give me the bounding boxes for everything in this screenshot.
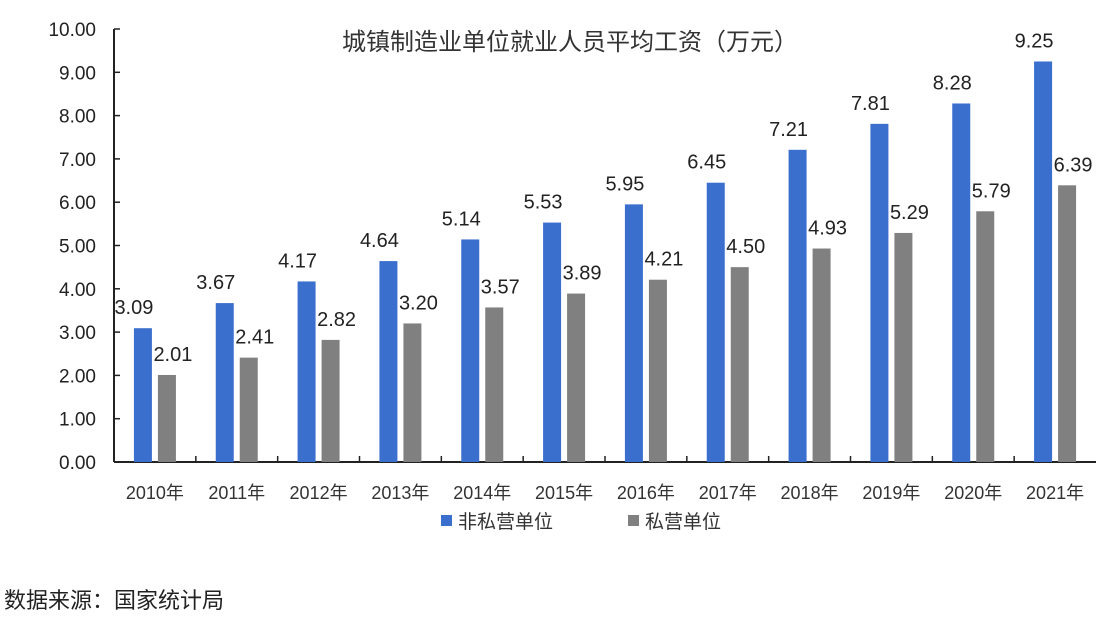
data-label: 2.01 <box>153 344 192 366</box>
x-tick-label: 2020年 <box>944 483 1002 503</box>
bar-private <box>157 374 176 462</box>
x-tick-label: 2014年 <box>453 483 511 503</box>
y-tick-label: 5.00 <box>59 237 96 258</box>
data-labels: 3.09 2.01 3.67 2.41 4.17 2.82 4.64 3.20 5.14 3.57… <box>114 30 1092 365</box>
data-label: 5.14 <box>442 208 481 230</box>
x-tick-label: 2013年 <box>371 483 429 503</box>
bar-non-private <box>788 149 807 462</box>
bar-non-private <box>379 261 398 462</box>
bar-non-private <box>297 281 316 462</box>
bar-private <box>648 279 667 462</box>
x-tick-label: 2012年 <box>290 483 348 503</box>
x-tick-label: 2016年 <box>617 483 675 503</box>
data-label: 2.82 <box>317 309 356 331</box>
bar-private <box>894 232 913 462</box>
bars <box>133 61 1077 463</box>
data-label: 6.39 <box>1054 154 1093 176</box>
data-label: 5.53 <box>524 192 563 214</box>
y-tick-label: 7.00 <box>59 150 96 171</box>
x-tick-label: 2015年 <box>535 483 593 503</box>
data-label: 3.20 <box>399 292 438 314</box>
data-label: 9.25 <box>1015 30 1054 52</box>
data-label: 7.81 <box>851 93 890 115</box>
y-tick-label: 3.00 <box>59 323 96 344</box>
x-tick-label: 2017年 <box>699 483 757 503</box>
y-tick-label: 1.00 <box>59 410 96 431</box>
bar-non-private <box>133 328 152 462</box>
data-label: 4.21 <box>644 249 683 271</box>
y-tick-label: 2.00 <box>59 366 96 387</box>
bar-private <box>1058 185 1077 463</box>
bar-private <box>321 339 340 462</box>
bar-non-private <box>952 103 971 462</box>
bar-non-private <box>543 222 562 462</box>
data-label: 3.57 <box>481 276 520 298</box>
axes: 0.00 1.00 2.00 3.00 4.00 5.00 6.00 7.00 8.00 9.00… <box>48 20 1096 503</box>
x-tick-label: 2019年 <box>862 483 920 503</box>
y-tick-label: 6.00 <box>59 193 96 214</box>
legend-label-non-private: 非私营单位 <box>458 511 553 533</box>
bar-private <box>976 211 995 462</box>
x-tick-label: 2018年 <box>781 483 839 503</box>
data-label: 4.93 <box>808 218 847 240</box>
bar-private <box>567 293 586 462</box>
bar-private <box>812 248 831 462</box>
y-tick-label: 4.00 <box>59 280 96 301</box>
bar-non-private <box>624 204 643 463</box>
bar-non-private <box>215 303 234 462</box>
data-label: 7.21 <box>769 119 808 141</box>
data-label: 4.50 <box>726 236 765 258</box>
legend-label-private: 私营单位 <box>645 511 721 533</box>
bar-non-private <box>1034 61 1053 462</box>
bar-non-private <box>461 239 480 462</box>
data-label: 5.29 <box>890 202 929 224</box>
bar-private <box>239 357 258 462</box>
data-label: 4.17 <box>278 250 317 272</box>
y-tick-label: 10.00 <box>48 20 96 41</box>
y-tick-label: 8.00 <box>59 107 96 128</box>
bar-private <box>485 307 504 462</box>
bar-private <box>403 323 422 462</box>
data-label: 3.09 <box>114 297 153 319</box>
data-label: 6.45 <box>687 152 726 174</box>
bar-non-private <box>706 182 725 462</box>
legend-swatch-private <box>628 515 639 526</box>
source-note: 数据来源：国家统计局 <box>4 589 224 614</box>
data-label: 4.64 <box>360 230 399 252</box>
data-label: 8.28 <box>933 72 972 94</box>
data-label: 2.41 <box>235 327 274 349</box>
bar-private <box>730 267 749 462</box>
chart-title: 城镇制造业单位就业人员平均工资（万元） <box>342 28 798 56</box>
x-tick-label: 2011年 <box>208 483 265 503</box>
data-label: 3.67 <box>196 272 235 294</box>
data-label: 3.89 <box>563 263 602 285</box>
data-label: 5.79 <box>972 180 1011 202</box>
legend: 非私营单位 私营单位 <box>441 511 721 533</box>
y-tick-label: 9.00 <box>59 63 96 84</box>
x-tick-label: 2021年 <box>1026 483 1084 503</box>
bar-non-private <box>870 123 889 463</box>
data-label: 5.95 <box>605 173 644 195</box>
x-tick-label: 2010年 <box>126 483 184 503</box>
legend-swatch-non-private <box>441 515 452 526</box>
y-tick-label: 0.00 <box>59 453 96 474</box>
